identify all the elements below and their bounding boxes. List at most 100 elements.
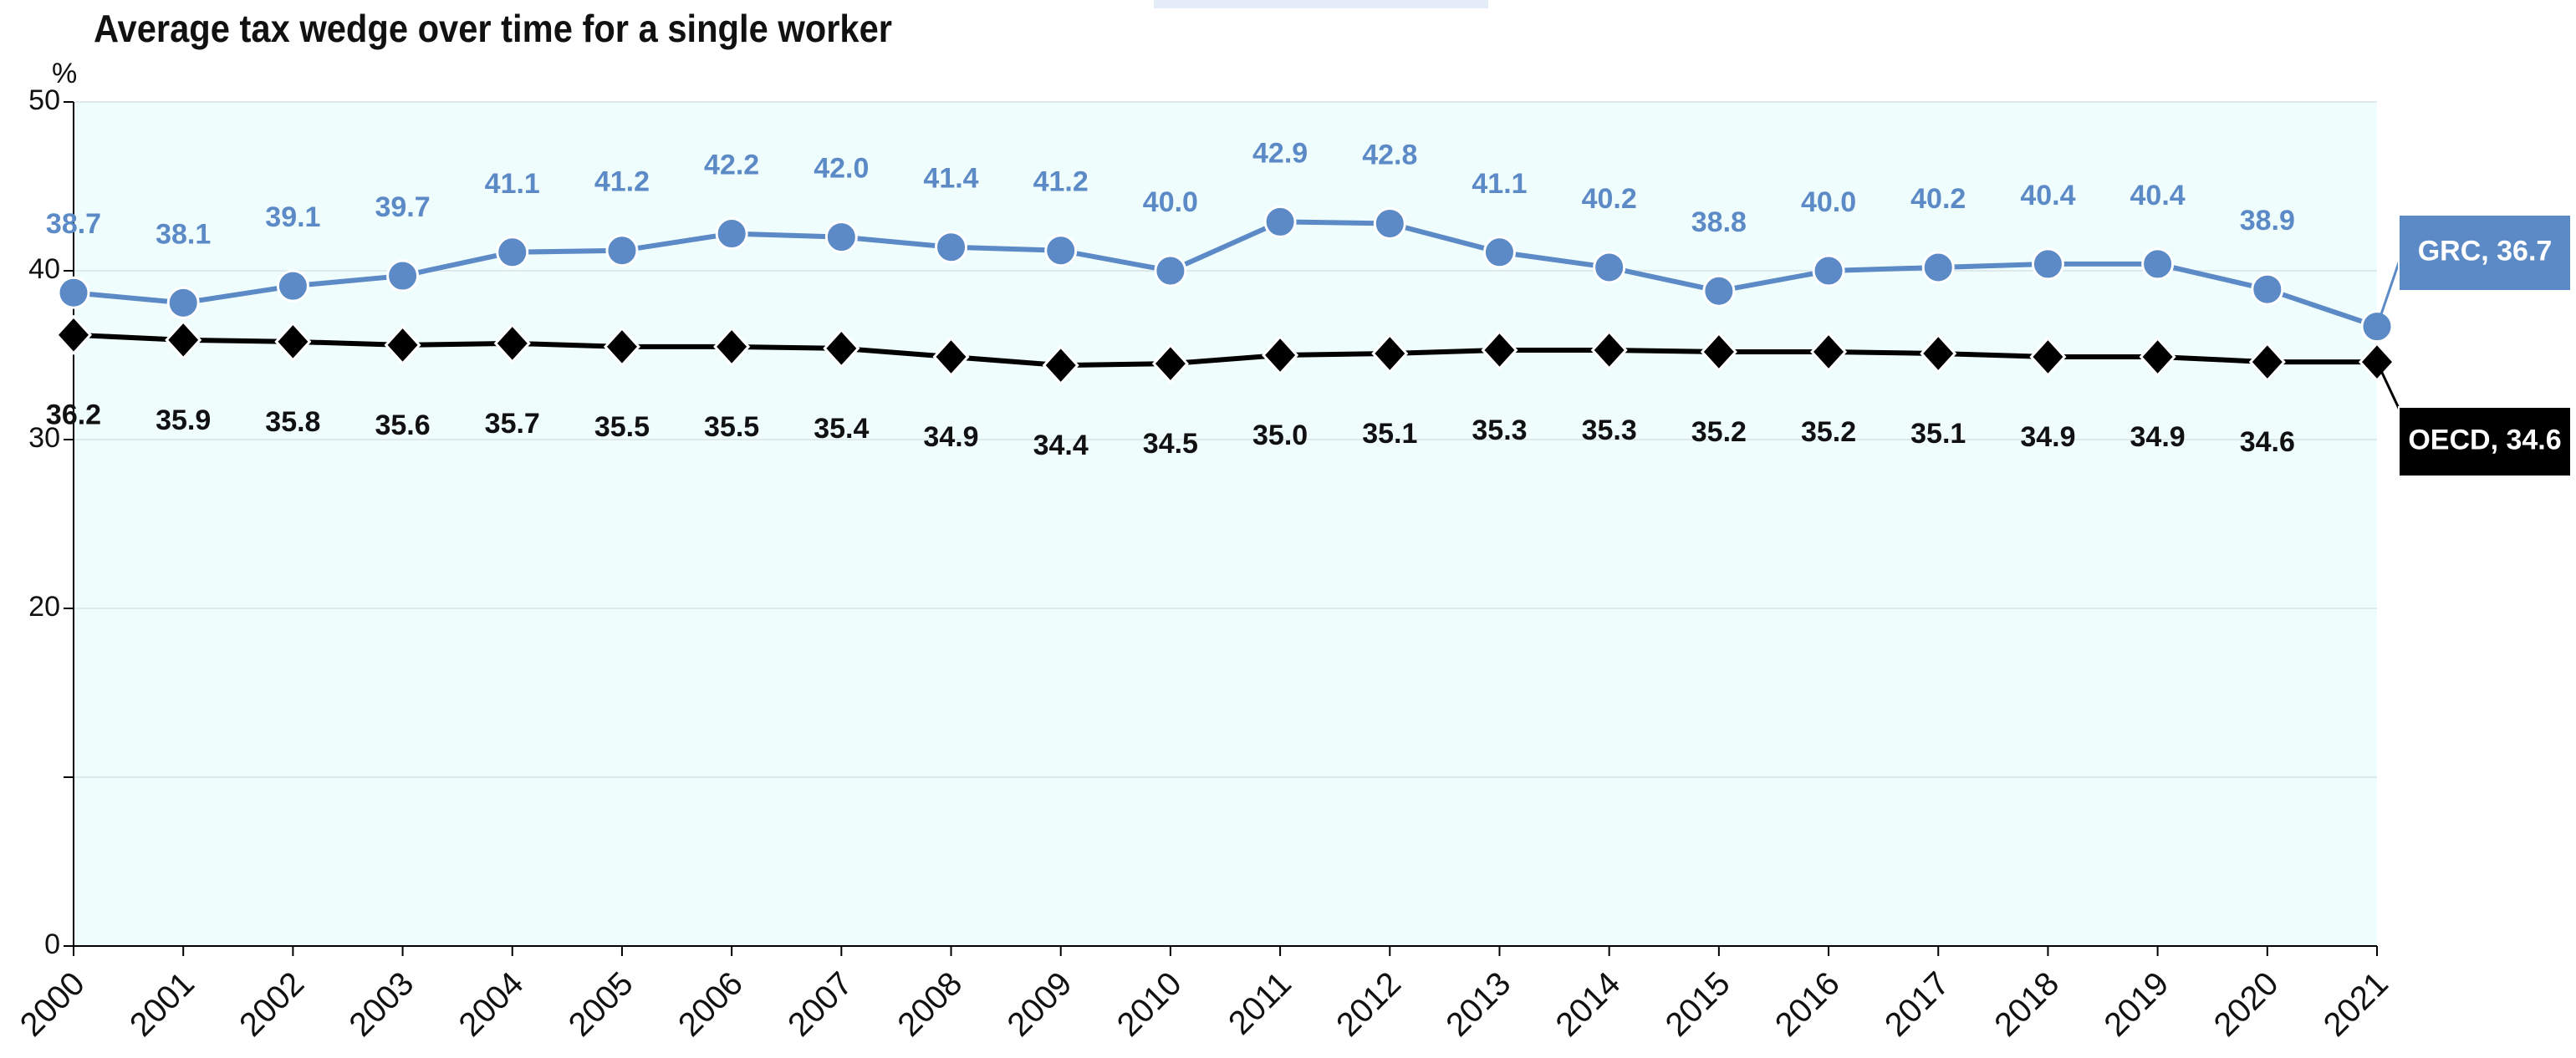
point: [1481, 329, 1518, 371]
data-label: 35.9: [156, 404, 211, 436]
point: [2248, 341, 2286, 383]
x-tick-label: 2007: [781, 965, 860, 1044]
x-tick-label: 2006: [671, 965, 750, 1044]
x-tick-label: 2021: [2317, 965, 2395, 1044]
y-tick-label: 20: [28, 591, 60, 623]
point: [2029, 336, 2067, 378]
point: [2139, 336, 2176, 378]
data-label: 35.7: [485, 408, 540, 440]
callout-label: OECD, 34.6: [2408, 424, 2561, 455]
point: [823, 328, 860, 369]
point: [496, 236, 529, 269]
data-label: 40.2: [1582, 183, 1637, 215]
point: [1371, 333, 1409, 374]
point: [276, 269, 309, 303]
callout-box: [2398, 406, 2572, 477]
data-label: 35.6: [375, 409, 430, 441]
point: [165, 319, 202, 361]
data-label: 36.2: [46, 399, 101, 431]
data-label: 35.2: [1801, 416, 1856, 448]
point: [1812, 254, 1845, 287]
point: [1810, 331, 1848, 373]
x-tick-label: 2001: [123, 965, 201, 1044]
x-tick-label: 2012: [1329, 965, 1408, 1044]
point: [1262, 334, 1299, 376]
data-label: 35.4: [814, 413, 869, 445]
point: [1702, 274, 1736, 308]
point: [932, 336, 970, 378]
point: [603, 326, 640, 368]
point: [824, 221, 858, 254]
point: [935, 231, 968, 264]
point: [386, 259, 420, 292]
point: [1042, 344, 1079, 386]
data-label: 40.4: [2020, 180, 2075, 211]
x-tick-label: 2015: [1659, 965, 1737, 1044]
point: [1920, 333, 1957, 374]
data-label: 40.0: [1143, 186, 1198, 218]
point: [715, 217, 748, 251]
point: [1373, 206, 1406, 240]
data-label: 34.5: [1143, 428, 1198, 460]
point: [274, 321, 312, 363]
data-label: 40.2: [1910, 183, 1966, 215]
point: [1154, 254, 1187, 287]
point: [1151, 343, 1189, 384]
data-label: 42.2: [704, 150, 759, 181]
point: [57, 276, 90, 309]
x-tick-label: 2003: [342, 965, 421, 1044]
point: [493, 323, 531, 364]
point: [2141, 247, 2175, 281]
point: [2251, 272, 2284, 306]
y-tick-label: 30: [28, 422, 60, 454]
data-label: 35.3: [1472, 415, 1527, 446]
data-label: 35.8: [265, 406, 320, 438]
x-tick-label: 2002: [232, 965, 311, 1044]
point: [384, 324, 421, 366]
callout-label: GRC, 36.7: [2418, 235, 2553, 267]
plot-background: [74, 102, 2377, 946]
x-tick-label: 2014: [1548, 965, 1627, 1044]
top-tab: [1154, 0, 1488, 8]
data-label: 42.8: [1362, 139, 1417, 170]
point: [1590, 329, 1628, 371]
point: [1482, 236, 1516, 269]
x-tick-label: 2020: [2207, 965, 2286, 1044]
point: [605, 234, 639, 267]
data-label: 42.9: [1252, 137, 1308, 169]
data-label: 40.4: [2130, 180, 2186, 211]
data-label: 34.9: [923, 421, 978, 453]
data-label: 38.1: [156, 218, 211, 250]
point: [1263, 205, 1297, 238]
point: [2031, 247, 2064, 281]
x-tick-label: 2000: [13, 965, 92, 1044]
callout-box: [2398, 214, 2572, 292]
series-line: [73, 332, 2377, 369]
data-label: 41.1: [485, 168, 540, 200]
data-label: 41.4: [923, 163, 978, 195]
x-tick-label: 2004: [452, 965, 531, 1044]
data-label: 41.2: [1033, 166, 1089, 198]
data-label: 41.1: [1472, 168, 1527, 200]
x-tick-label: 2017: [1878, 965, 1956, 1044]
x-tick-label: 2018: [1987, 965, 2066, 1044]
x-tick-label: 2016: [1768, 965, 1847, 1044]
y-tick-label: 50: [28, 84, 60, 116]
data-label: 34.9: [2020, 421, 2075, 453]
data-label: 35.5: [594, 411, 650, 443]
data-label: 35.2: [1691, 416, 1747, 448]
data-label: 38.9: [2240, 205, 2295, 237]
data-label: 34.9: [2130, 421, 2186, 453]
point: [1921, 251, 1955, 284]
x-tick-label: 2011: [1222, 965, 1298, 1042]
chart-title: Average tax wedge over time for a single…: [94, 7, 892, 50]
data-label: 39.7: [375, 191, 430, 223]
data-label: 40.0: [1801, 186, 1856, 218]
x-tick-label: 2005: [562, 965, 640, 1044]
data-label: 35.0: [1252, 420, 1308, 451]
data-label: 35.5: [704, 411, 759, 443]
data-label: 35.1: [1910, 418, 1966, 450]
x-tick-label: 2019: [2097, 965, 2176, 1044]
data-label: 42.0: [814, 153, 869, 185]
